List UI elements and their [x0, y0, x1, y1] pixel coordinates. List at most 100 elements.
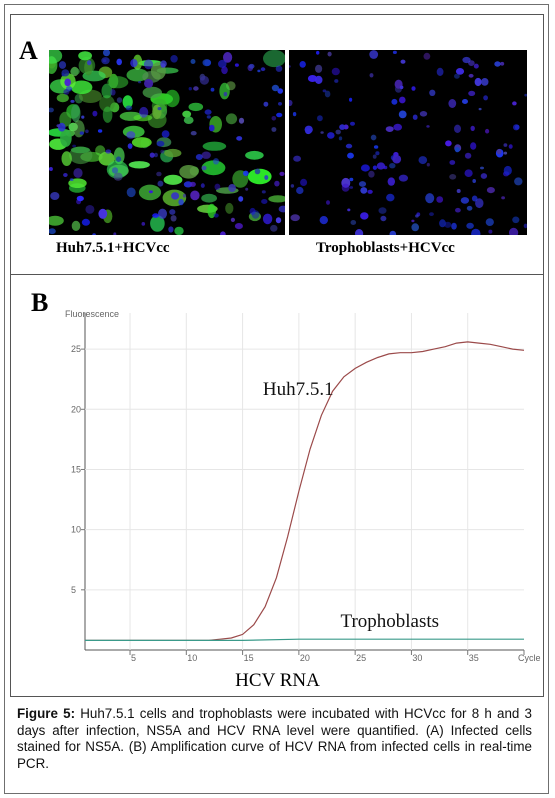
nucleus	[98, 208, 108, 219]
nucleus	[193, 86, 199, 91]
nucleus	[462, 99, 468, 104]
nucleus	[49, 228, 56, 235]
nucleus	[87, 60, 92, 66]
chart-caption: HCV RNA	[235, 670, 320, 691]
nucleus	[178, 198, 184, 206]
nucleus	[307, 75, 318, 82]
nucleus	[508, 144, 513, 149]
nucleus	[512, 101, 517, 106]
x-tick-label: 20	[300, 653, 310, 663]
nucleus	[331, 67, 340, 76]
ns5a-positive-cell	[56, 93, 69, 103]
nucleus	[201, 151, 211, 159]
ns5a-positive-cell	[71, 220, 81, 231]
nucleus	[464, 169, 473, 177]
ns5a-positive-cell	[163, 174, 183, 185]
ns5a-positive-cell	[268, 195, 285, 203]
nucleus	[334, 79, 339, 83]
nucleus	[228, 184, 236, 192]
nucleus	[426, 125, 430, 128]
ns5a-positive-cell	[68, 178, 87, 188]
nucleus	[245, 187, 249, 191]
ns5a-positive-cell	[165, 89, 180, 108]
nucleus	[190, 59, 196, 64]
ns5a-positive-cell	[70, 146, 90, 154]
ns5a-positive-cell	[201, 160, 226, 176]
nucleus	[168, 226, 174, 233]
nucleus	[275, 65, 283, 72]
ns5a-positive-cell	[174, 226, 184, 235]
ns5a-positive-cell	[98, 151, 115, 166]
nucleus	[483, 95, 488, 101]
nucleus	[278, 205, 285, 213]
nucleus	[471, 228, 481, 235]
ns5a-positive-cell	[102, 106, 113, 123]
ns5a-positive-cell	[49, 215, 64, 226]
y-tick-label: 25	[71, 344, 81, 354]
nucleus	[213, 158, 219, 165]
ns5a-positive-cell	[131, 137, 152, 148]
nucleus	[339, 124, 346, 130]
nucleus	[480, 173, 488, 179]
nucleus	[372, 154, 377, 159]
nucleus	[464, 152, 472, 159]
nucleus	[85, 205, 95, 214]
ns5a-positive-cell	[133, 114, 153, 122]
nucleus	[130, 59, 138, 68]
nucleus	[274, 180, 280, 187]
nucleus	[503, 143, 508, 147]
series-line-trophoblasts	[85, 638, 524, 641]
nucleus	[223, 52, 233, 63]
nucleus	[494, 61, 501, 67]
nucleus	[322, 89, 327, 93]
nucleus	[360, 187, 368, 194]
ns5a-positive-cell	[142, 86, 162, 99]
nucleus	[290, 214, 300, 222]
nucleus	[524, 93, 527, 97]
nucleus	[201, 165, 207, 171]
nucleus	[391, 98, 398, 105]
nucleus	[500, 61, 505, 66]
nucleus	[378, 207, 387, 214]
x-tick-label: 25	[356, 653, 366, 663]
nucleus	[195, 154, 203, 160]
nucleus	[369, 50, 379, 59]
nucleus	[271, 127, 277, 132]
nucleus	[238, 117, 245, 124]
ns5a-positive-cell	[182, 110, 192, 118]
nucleus	[385, 126, 394, 132]
nucleus	[254, 168, 261, 175]
nucleus	[389, 163, 396, 169]
nucleus	[327, 132, 335, 139]
nucleus	[200, 183, 205, 188]
nucleus	[387, 177, 395, 186]
nucleus	[148, 190, 153, 194]
nucleus	[103, 50, 110, 57]
nucleus	[270, 224, 278, 232]
nucleus	[157, 107, 162, 111]
ns5a-positive-cell	[225, 202, 234, 214]
nucleus	[160, 149, 165, 154]
nucleus	[471, 195, 478, 202]
nucleus	[392, 50, 397, 54]
nucleus	[126, 131, 136, 139]
nucleus	[300, 178, 308, 186]
ns5a-positive-cell	[99, 95, 115, 112]
nucleus	[454, 147, 460, 153]
nucleus	[276, 112, 283, 118]
nucleus	[275, 217, 282, 224]
nucleus	[449, 174, 457, 180]
nucleus	[111, 167, 119, 174]
nucleus	[85, 129, 89, 134]
nucleus	[105, 149, 112, 154]
nucleus	[349, 97, 353, 102]
nucleus	[257, 69, 261, 73]
ns5a-positive-cell	[61, 151, 72, 166]
nucleus	[345, 143, 353, 149]
x-axis-label: Cycle	[518, 653, 541, 663]
nucleus	[218, 59, 227, 68]
nucleus	[220, 231, 226, 235]
nucleus	[144, 78, 154, 88]
nucleus	[368, 170, 375, 178]
nucleus	[139, 106, 149, 118]
